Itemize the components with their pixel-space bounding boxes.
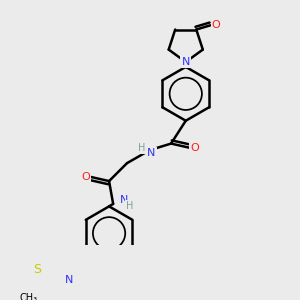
Text: CH₃: CH₃ xyxy=(19,293,38,300)
Text: N: N xyxy=(147,148,156,158)
Text: O: O xyxy=(212,20,220,30)
Text: N: N xyxy=(182,57,190,67)
Text: N: N xyxy=(65,275,74,285)
Text: N: N xyxy=(120,195,128,205)
Text: S: S xyxy=(33,263,41,276)
Text: O: O xyxy=(190,142,199,153)
Text: H: H xyxy=(126,201,134,211)
Text: O: O xyxy=(81,172,90,182)
Text: H: H xyxy=(138,143,146,154)
